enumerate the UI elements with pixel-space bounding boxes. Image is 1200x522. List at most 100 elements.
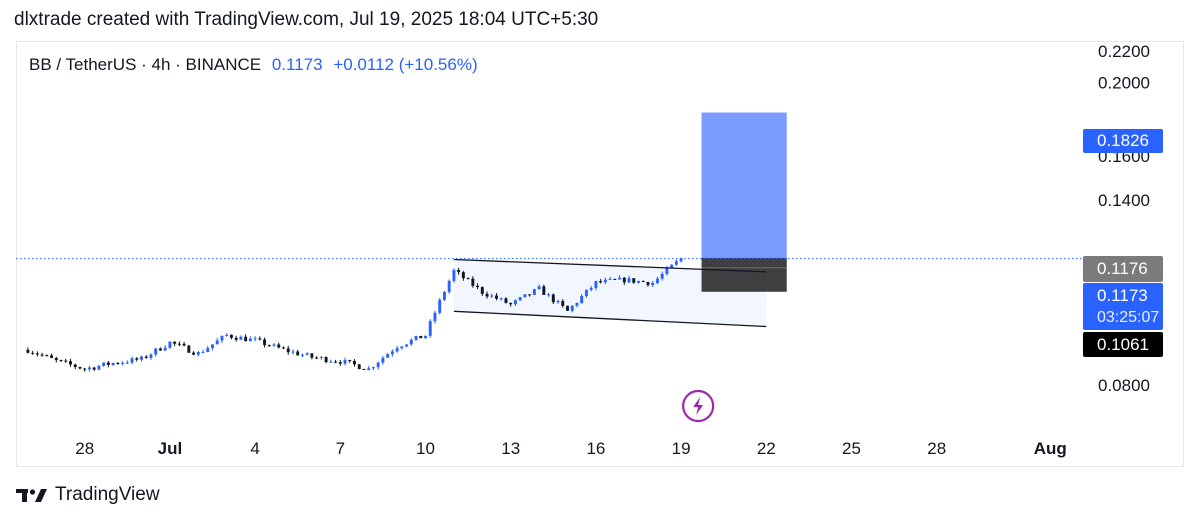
- candle-body: [405, 344, 409, 347]
- candle-body: [528, 294, 532, 296]
- candle-body: [319, 357, 323, 359]
- candle-body: [655, 278, 659, 284]
- x-tick-label: 16: [586, 439, 605, 458]
- candle-body: [296, 351, 300, 356]
- candle-body: [87, 367, 91, 370]
- candle-body: [490, 295, 494, 297]
- candle-body: [31, 352, 35, 354]
- candle-body: [599, 281, 603, 283]
- current-price-value: 0.1173: [1097, 286, 1148, 305]
- candle-body: [584, 289, 588, 297]
- candle-body: [220, 335, 224, 341]
- candle-body: [225, 334, 229, 336]
- candle-body: [532, 289, 536, 295]
- candle-body: [282, 347, 285, 349]
- channel-lower-line[interactable]: [453, 310, 767, 328]
- candle-body: [353, 360, 356, 365]
- lightning-icon: [693, 397, 704, 415]
- channel-upper-line[interactable]: [453, 258, 767, 273]
- candle-body: [229, 334, 233, 338]
- x-tick-label: 28: [75, 439, 94, 458]
- candle-body: [206, 348, 210, 352]
- candle-body: [674, 261, 678, 265]
- candle-body: [641, 281, 645, 283]
- candle-body: [258, 338, 262, 340]
- y-tick-label: 0.2200: [1098, 42, 1150, 61]
- candle-body: [622, 277, 626, 283]
- candle-body: [149, 354, 153, 358]
- candle-body: [177, 343, 181, 345]
- candle-body: [461, 272, 465, 279]
- candle-body: [182, 343, 186, 346]
- candle-body: [277, 344, 281, 348]
- candle-body: [26, 349, 30, 353]
- candle-body: [513, 300, 517, 305]
- candle-body: [50, 355, 54, 358]
- candle-body: [457, 269, 461, 273]
- x-tick-label: 19: [672, 439, 691, 458]
- legend-price: 0.1173: [271, 55, 323, 74]
- drawings-layer: [453, 112, 787, 327]
- candle-body: [551, 294, 555, 303]
- candle-body: [102, 362, 106, 366]
- candle-body: [594, 281, 598, 289]
- candle-body: [272, 344, 276, 346]
- candle-body: [518, 297, 522, 301]
- candle-body: [580, 296, 584, 304]
- candle-body: [376, 362, 380, 368]
- candle-body: [428, 321, 432, 336]
- candle-body: [357, 364, 361, 370]
- candle-body: [471, 278, 475, 286]
- x-tick-label: 28: [927, 439, 946, 458]
- candle-body: [575, 303, 579, 306]
- candle-body: [59, 360, 63, 362]
- position-target-zone[interactable]: [701, 112, 787, 258]
- candle-body: [424, 335, 427, 339]
- candle-body: [267, 345, 271, 347]
- candle-body: [665, 267, 669, 274]
- candle-body: [651, 283, 655, 286]
- candle-body: [537, 286, 541, 290]
- y-tick-label: 0.1400: [1098, 191, 1150, 210]
- tradingview-brand[interactable]: TradingView: [16, 484, 160, 506]
- candle-body: [646, 281, 650, 286]
- candle-body: [253, 338, 257, 340]
- candle-body: [187, 345, 191, 353]
- candle-body: [670, 264, 674, 268]
- candle-body: [263, 339, 267, 346]
- candle-body: [211, 344, 214, 349]
- candle-body: [125, 362, 129, 364]
- candle-body: [390, 351, 394, 355]
- candle-body: [111, 362, 115, 365]
- candle-body: [627, 278, 631, 283]
- lines-layer: [16, 258, 1083, 423]
- tradingview-brand-text: TradingView: [55, 484, 160, 505]
- candle-body: [542, 286, 546, 295]
- candle-body: [97, 365, 101, 370]
- candle-body: [324, 357, 328, 363]
- parallel-channel-fill[interactable]: [453, 259, 767, 327]
- target-price-tag: 0.1826: [1083, 129, 1163, 153]
- candle-body: [54, 357, 58, 361]
- candle-body: [158, 348, 162, 351]
- bar-countdown: 03:25:07: [1097, 309, 1160, 326]
- candle-body: [135, 358, 139, 360]
- candle-body: [603, 279, 607, 283]
- candle-body: [442, 291, 446, 300]
- position-stop-zone[interactable]: [701, 257, 787, 292]
- chart-attribution: dlxtrade created with TradingView.com, J…: [14, 9, 599, 30]
- candle-body: [130, 358, 134, 363]
- candle-body: [504, 298, 508, 304]
- current-price-tag[interactable]: 0.1173 03:25:07: [1083, 283, 1163, 330]
- symbol-legend[interactable]: BB / TetherUS · 4h · BINANCE 0.1173 +0.0…: [29, 55, 478, 75]
- candle-body: [64, 360, 68, 362]
- candle-body: [570, 305, 574, 311]
- candle-body: [334, 361, 338, 363]
- legend-change: +0.0112 (+10.56%): [333, 55, 478, 74]
- candle-body: [244, 336, 248, 342]
- candle-body: [348, 359, 352, 361]
- candle-body: [163, 347, 167, 351]
- event-marker-circle[interactable]: [682, 389, 715, 423]
